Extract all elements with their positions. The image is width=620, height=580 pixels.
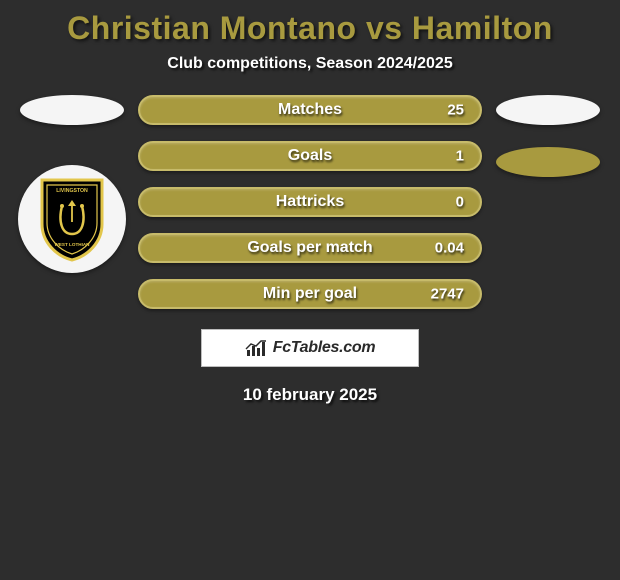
stat-row-goals-per-match: Goals per match 0.04	[138, 233, 482, 263]
stat-label: Hattricks	[276, 193, 344, 211]
page-root: Christian Montano vs Hamilton Club compe…	[0, 0, 620, 405]
stat-value: 1	[456, 148, 464, 165]
right-column	[494, 95, 602, 177]
stat-row-min-per-goal: Min per goal 2747	[138, 279, 482, 309]
right-top-ellipse	[496, 95, 600, 125]
left-column: LIVINGSTON WEST LOTHIAN	[18, 95, 126, 273]
branding-text: FcTables.com	[273, 339, 376, 357]
stat-value: 0.04	[435, 240, 464, 257]
crest-top-text: LIVINGSTON	[56, 188, 88, 194]
footer-date: 10 february 2025	[0, 385, 620, 405]
left-player-ellipse	[20, 95, 124, 125]
page-subtitle: Club competitions, Season 2024/2025	[0, 55, 620, 73]
stats-column: Matches 25 Goals 1 Hattricks 0 Goals per…	[138, 95, 482, 309]
stat-row-goals: Goals 1	[138, 141, 482, 171]
main-row: LIVINGSTON WEST LOTHIAN Matches 25	[0, 95, 620, 309]
stat-label: Min per goal	[263, 285, 357, 303]
stat-row-matches: Matches 25	[138, 95, 482, 125]
stat-label: Goals per match	[247, 239, 372, 257]
stat-value: 25	[447, 102, 464, 119]
stat-value: 2747	[431, 286, 464, 303]
stat-row-hattricks: Hattricks 0	[138, 187, 482, 217]
stat-value: 0	[456, 194, 464, 211]
branding-box[interactable]: FcTables.com	[201, 329, 419, 367]
stat-label: Matches	[278, 101, 342, 119]
page-title: Christian Montano vs Hamilton	[0, 10, 620, 47]
bar-chart-icon	[245, 339, 267, 357]
club-crest: LIVINGSTON WEST LOTHIAN	[18, 165, 126, 273]
stat-label: Goals	[288, 147, 332, 165]
crest-bottom-text: WEST LOTHIAN	[55, 242, 91, 247]
right-bottom-ellipse	[496, 147, 600, 177]
shield-icon: LIVINGSTON WEST LOTHIAN	[38, 176, 106, 262]
